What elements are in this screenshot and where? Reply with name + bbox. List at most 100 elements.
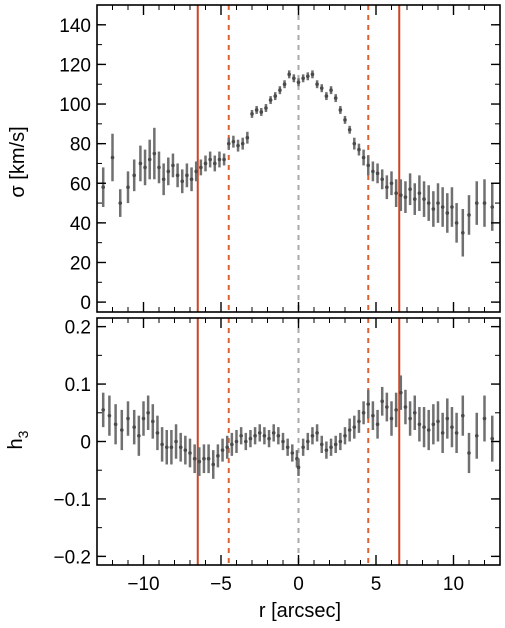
- data-point-sigma-66: [422, 197, 426, 201]
- y-axis-label-sigma: σ [km/s]: [7, 126, 29, 197]
- data-point-sigma-9: [157, 165, 161, 170]
- data-point-sigma-38: [292, 76, 296, 81]
- data-point-sigma-19: [203, 161, 208, 166]
- y-tick-label-h3-3: 0.1: [65, 375, 91, 396]
- data-point-sigma-16: [189, 177, 194, 182]
- data-point-h3-44: [310, 433, 315, 438]
- data-point-h3-11: [160, 442, 164, 447]
- data-point-sigma-7: [147, 157, 152, 162]
- data-point-sigma-63: [408, 187, 412, 191]
- y-tick-label-sigma-6: 120: [59, 55, 91, 76]
- data-point-sigma-67: [426, 201, 431, 205]
- data-point-h3-26: [230, 442, 234, 447]
- data-point-h3-14: [174, 439, 178, 444]
- data-point-sigma-68: [431, 207, 436, 211]
- data-point-h3-50: [338, 439, 343, 444]
- data-point-h3-37: [281, 439, 285, 444]
- data-point-sigma-69: [436, 201, 440, 205]
- data-point-sigma-22: [217, 157, 222, 162]
- data-point-sigma-40: [301, 76, 305, 81]
- y-tick-label-sigma-5: 100: [59, 95, 91, 116]
- data-point-h3-41: [296, 465, 301, 470]
- data-point-h3-38: [285, 445, 290, 450]
- data-point-sigma-13: [175, 173, 180, 178]
- data-point-sigma-27: [240, 141, 245, 146]
- y-tick-label-h3-1: −0.1: [53, 490, 91, 511]
- data-point-h3-33: [262, 433, 267, 438]
- data-point-h3-0: [101, 408, 105, 412]
- data-point-sigma-39: [296, 80, 301, 85]
- data-point-h3-28: [239, 433, 243, 438]
- x-axis-label: r [arcsec]: [259, 600, 341, 622]
- data-point-sigma-11: [166, 169, 171, 174]
- data-point-sigma-32: [264, 106, 268, 110]
- data-point-sigma-35: [278, 88, 282, 92]
- data-point-sigma-64: [412, 197, 417, 201]
- x-tick-label-0: −10: [127, 574, 159, 595]
- data-point-h3-76: [461, 413, 465, 418]
- data-point-sigma-60: [394, 191, 398, 195]
- data-point-sigma-3: [126, 185, 130, 190]
- data-point-h3-36: [276, 433, 281, 438]
- data-point-h3-73: [445, 416, 450, 421]
- data-point-h3-58: [375, 422, 380, 427]
- data-point-h3-45: [315, 431, 319, 435]
- data-point-sigma-71: [445, 211, 450, 215]
- data-point-sigma-58: [385, 185, 389, 190]
- data-point-h3-63: [399, 390, 403, 395]
- data-point-h3-13: [169, 445, 174, 450]
- y-tick-label-sigma-1: 20: [70, 253, 91, 274]
- data-point-h3-18: [192, 456, 197, 461]
- data-point-h3-15: [178, 445, 183, 450]
- data-point-h3-23: [216, 454, 220, 458]
- y-tick-label-sigma-2: 40: [70, 214, 91, 235]
- data-point-h3-6: [137, 433, 141, 438]
- y-tick-label-h3-4: 0.2: [65, 318, 91, 339]
- data-point-sigma-14: [180, 179, 185, 184]
- data-point-sigma-65: [417, 191, 422, 195]
- data-point-h3-19: [197, 459, 202, 464]
- data-point-h3-4: [126, 416, 130, 421]
- data-point-sigma-72: [450, 205, 454, 209]
- data-point-h3-72: [440, 431, 445, 435]
- data-point-h3-9: [151, 419, 155, 424]
- data-point-h3-3: [120, 428, 124, 432]
- data-point-h3-64: [403, 405, 408, 409]
- data-point-h3-43: [306, 439, 310, 444]
- data-point-h3-29: [244, 439, 248, 444]
- data-point-h3-47: [324, 448, 329, 452]
- data-point-sigma-4: [132, 173, 136, 178]
- data-point-sigma-78: [490, 205, 495, 209]
- data-point-h3-2: [113, 422, 118, 427]
- data-point-sigma-10: [161, 177, 166, 182]
- y-axis-label-h3-sub: 3: [15, 430, 31, 438]
- data-point-h3-80: [490, 436, 495, 441]
- data-point-h3-17: [188, 451, 192, 455]
- data-point-h3-27: [234, 439, 239, 444]
- data-point-sigma-76: [474, 201, 479, 205]
- data-point-h3-49: [333, 442, 338, 447]
- data-point-h3-57: [371, 413, 375, 418]
- data-point-sigma-52: [357, 147, 361, 152]
- data-point-h3-68: [422, 425, 426, 429]
- data-point-h3-31: [253, 433, 257, 438]
- data-point-sigma-45: [324, 94, 329, 98]
- data-point-h3-25: [225, 445, 229, 450]
- data-point-h3-34: [267, 436, 271, 441]
- data-point-sigma-24: [226, 141, 231, 146]
- data-point-h3-39: [290, 451, 295, 455]
- data-point-sigma-57: [380, 177, 385, 182]
- data-point-h3-79: [482, 416, 487, 421]
- data-point-h3-16: [183, 448, 188, 452]
- data-point-h3-42: [301, 445, 305, 450]
- panel-sigma: 0 20 40 60 80 100 120 140: [59, 4, 501, 314]
- x-tick-label-4: 10: [443, 574, 464, 595]
- y-tick-label-sigma-4: 80: [70, 135, 91, 156]
- data-point-sigma-44: [319, 86, 324, 90]
- data-point-sigma-25: [231, 139, 236, 144]
- data-point-h3-56: [366, 402, 371, 406]
- data-point-sigma-46: [329, 88, 333, 92]
- data-point-sigma-12: [171, 163, 175, 168]
- y-tick-label-sigma-3: 60: [70, 174, 91, 195]
- data-point-sigma-73: [454, 221, 459, 225]
